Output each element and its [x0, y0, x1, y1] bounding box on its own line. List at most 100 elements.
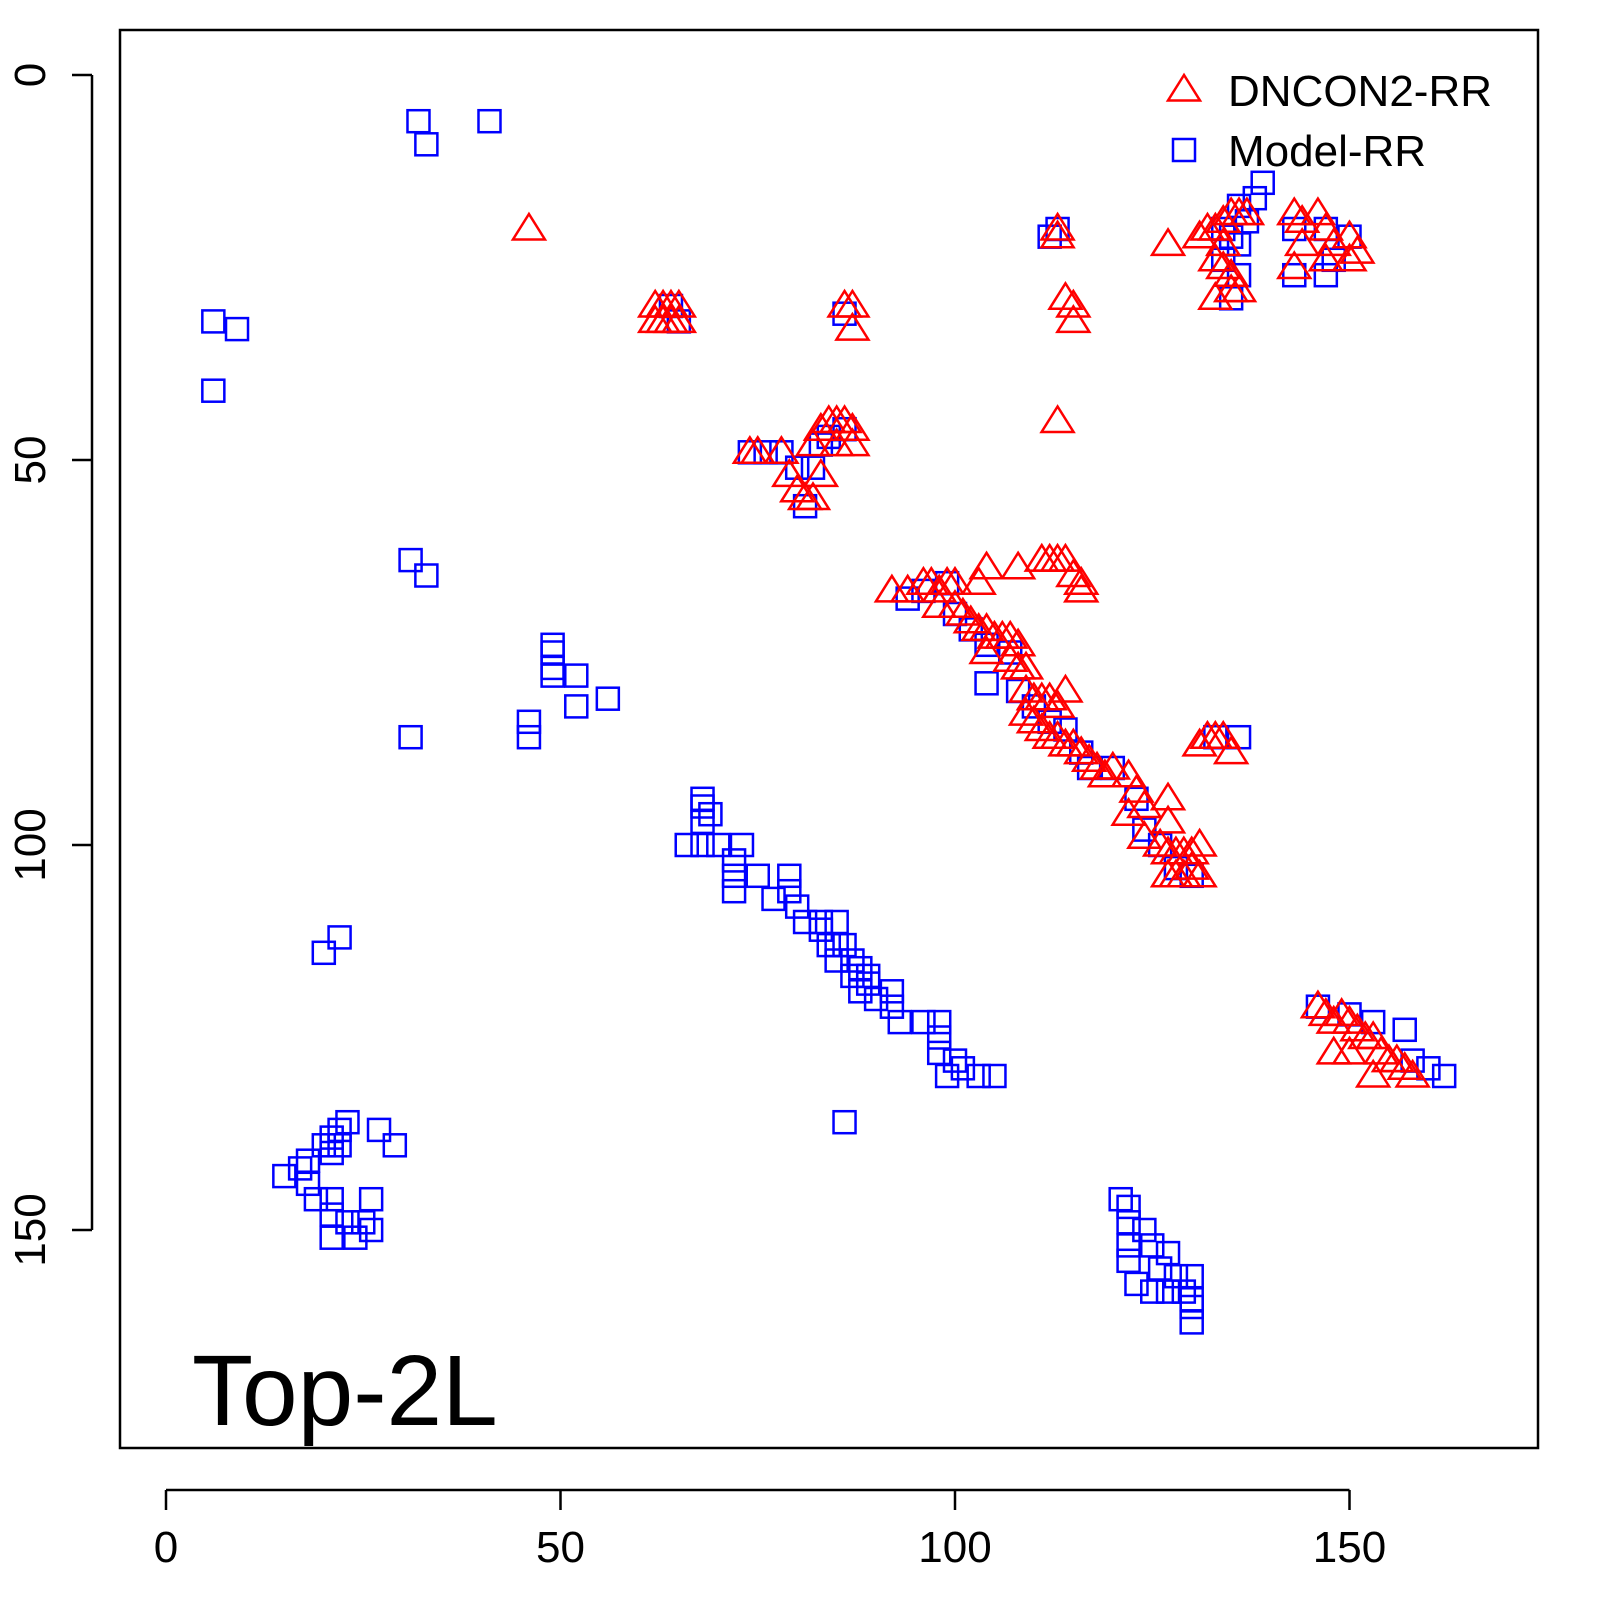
model-rr-point [358, 1217, 384, 1243]
dncon2-rr-point [1110, 758, 1147, 788]
model-rr-point [690, 832, 715, 858]
dncon2-rr-point [999, 550, 1037, 580]
model-rr-point [895, 586, 920, 611]
dncon2-rr-point [826, 404, 863, 434]
dncon2-rr-point [1283, 227, 1321, 257]
model-rr-point [879, 979, 905, 1004]
model-rr-point [792, 909, 818, 935]
dncon2-rr-point [1212, 735, 1250, 765]
model-rr-point [540, 640, 565, 665]
model-rr-point [729, 832, 755, 858]
model-rr-point [319, 1125, 344, 1150]
x-axis: 0 50 100 150 [154, 1488, 1386, 1572]
model-rr-point [698, 801, 723, 827]
model-rr-point [950, 1056, 976, 1081]
model-rr-point [761, 886, 786, 912]
model-rr-point [690, 809, 715, 835]
dncon2-rr-point [1197, 242, 1234, 272]
dncon2-rr-point [1055, 727, 1092, 757]
dncon2-rr-point [1039, 404, 1076, 434]
model-rr-point [808, 917, 834, 942]
y-tick-label: 0 [6, 63, 55, 87]
dncon2-rr-point [1315, 1035, 1352, 1065]
dncon2-rr-point [739, 434, 777, 465]
model-rr-point [840, 948, 865, 973]
model-rr-point [398, 547, 423, 573]
x-tick-label: 150 [1313, 1523, 1386, 1572]
model-rr-point [477, 108, 502, 134]
dncon2-rr-point [960, 565, 997, 595]
model-rr-point [848, 979, 873, 1004]
dncon2-rr-point [1181, 727, 1218, 757]
legend-square-icon [1171, 137, 1197, 163]
dncon2-rr-point [952, 604, 990, 634]
dncon2-rr-point [1394, 1058, 1431, 1088]
model-rr-point [1313, 262, 1339, 288]
dncon2-rr-point [1118, 773, 1155, 803]
dncon2-rr-point [1039, 719, 1076, 749]
model-rr-point [1431, 1063, 1457, 1089]
model-rr-point [319, 1186, 344, 1212]
model-rr-point [406, 108, 431, 134]
dncon2-rr-point [1354, 1058, 1392, 1088]
dncon2-rr-point [794, 481, 832, 511]
model-rr-point [540, 663, 565, 688]
dncon2-rr-point [1331, 242, 1368, 272]
model-rr-point [855, 971, 881, 996]
dncon2-rr-point [1220, 273, 1258, 303]
model-rr-point [303, 1186, 329, 1212]
dncon2-rr-point [991, 642, 1029, 672]
dncon2-rr-point [1378, 1043, 1416, 1073]
x-tick-label: 0 [154, 1523, 178, 1572]
y-axis: 0 50 100 150 [6, 63, 94, 1267]
model-rr-point [327, 925, 352, 950]
model-rr-point [595, 686, 621, 711]
dncon2-rr-point [1212, 257, 1250, 287]
model-rr-point [1282, 262, 1307, 288]
model-rr-point [366, 1117, 392, 1143]
model-rr-point [319, 1140, 344, 1166]
model-rr-point [516, 724, 542, 750]
dncon2-rr-point [1039, 219, 1076, 249]
dncon2-rr-point [999, 627, 1037, 657]
x-tick-label: 50 [536, 1523, 585, 1572]
dncon2-rr-point [1181, 827, 1218, 857]
dncon2-rr-point [1149, 781, 1187, 811]
dncon2-rr-point [1181, 219, 1218, 249]
dncon2-rr-point [834, 311, 871, 341]
dncon2-rr-point [834, 288, 871, 318]
model-rr-point [824, 932, 849, 958]
dncon2-rr-point [1062, 573, 1100, 603]
dncon2-rr-point [1062, 565, 1100, 595]
dncon2-rr-point [794, 427, 832, 457]
model-rr-point [840, 963, 865, 989]
model-rr-point [295, 1148, 321, 1173]
dncon2-rr-point [1228, 196, 1266, 226]
dncon2-rr-point [802, 411, 840, 441]
dncon2-rr-point [1110, 796, 1147, 826]
dncon2-rr-point [936, 565, 974, 595]
model-rr-point [335, 1109, 360, 1135]
legend-label: DNCON2-RR [1228, 67, 1492, 116]
model-rr-point [343, 1225, 368, 1250]
model-rr-point [1108, 1186, 1133, 1212]
data-points [201, 108, 1457, 1335]
dncon2-rr-point [889, 573, 926, 603]
dncon2-rr-point [1205, 203, 1242, 234]
model-rr-point [690, 794, 715, 819]
model-rr-point [540, 632, 565, 658]
dncon2-rr-point [1276, 196, 1313, 226]
model-rr-point [879, 994, 905, 1019]
legend-triangle-icon [1165, 72, 1203, 102]
model-rr-point [311, 940, 337, 966]
dncon2-rr-point [771, 458, 808, 488]
y-tick-label: 100 [6, 808, 55, 881]
model-rr-point [564, 694, 589, 719]
dncon2-rr-point [1062, 735, 1100, 765]
dncon2-rr-point [510, 211, 548, 241]
model-rr-point [706, 832, 731, 858]
dncon2-rr-point [1126, 819, 1163, 850]
dncon2-rr-point [1205, 250, 1242, 280]
model-rr-point [1116, 1210, 1141, 1235]
